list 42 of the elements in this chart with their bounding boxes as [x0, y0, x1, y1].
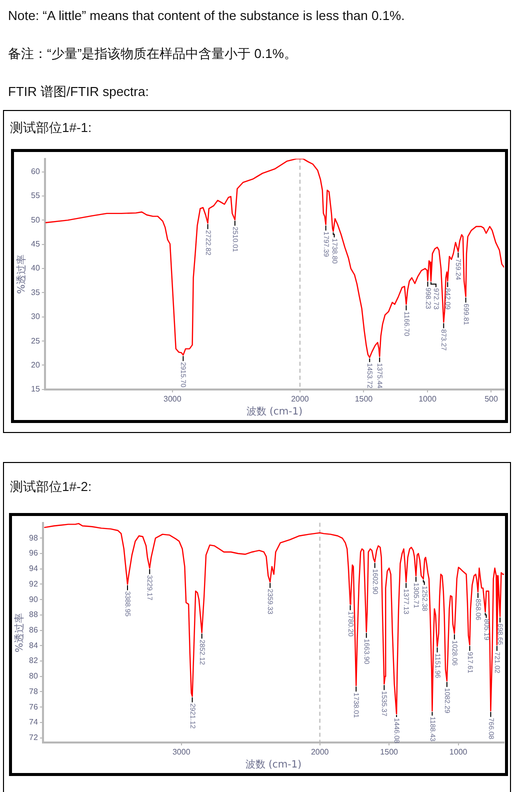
x-tick-label: 2000 — [291, 394, 310, 404]
y-tick-label: 30 — [30, 312, 40, 322]
x-tick-label: 1000 — [418, 394, 437, 404]
x-tick-label: 1500 — [380, 747, 399, 756]
y-tick-label: 55 — [30, 191, 40, 200]
y-tick-label: 92 — [28, 579, 38, 588]
y-tick-label: 40 — [30, 264, 40, 273]
x-tick-label: 1000 — [449, 747, 468, 756]
y-tick-label: 74 — [28, 718, 38, 727]
x-tick-label: 3000 — [172, 747, 191, 756]
y-tick-label: 90 — [28, 594, 38, 604]
y-tick-label: 35 — [30, 288, 40, 297]
chart-title: 测试部位1#-1: — [10, 120, 92, 136]
y-tick-label: 86 — [28, 626, 38, 634]
y-tick-label: 78 — [28, 686, 38, 696]
y-tick-label: 96 — [28, 548, 38, 558]
x-tick-label: 500 — [484, 394, 498, 404]
y-tick-label: 88 — [28, 610, 38, 620]
chart-title: 测试部位1#-2: — [10, 479, 92, 495]
y-tick-label: 15 — [30, 384, 40, 394]
y-tick-label: 80 — [28, 672, 38, 681]
y-tick-label: 45 — [30, 240, 40, 249]
x-axis-title: 波数 (cm-1) — [246, 406, 303, 418]
y-tick-label: 84 — [28, 640, 38, 650]
y-tick-label: 50 — [30, 215, 40, 224]
y-tick-label: 72 — [28, 732, 38, 742]
y-tick-label: 82 — [28, 656, 38, 666]
x-tick-label: 1500 — [354, 394, 374, 404]
text: FTIR 谱图/FTIR spectra: — [8, 84, 149, 100]
y-tick-label: 20 — [30, 360, 40, 370]
x-tick-label: 3000 — [164, 394, 182, 404]
y-tick-label: 76 — [28, 702, 38, 712]
text: 备注：“少量”是指该物质在样品中含量小于 0.1%。 — [8, 46, 297, 62]
text: Note: “A little” means that content of the substance is less than 0.1%. — [8, 8, 405, 24]
x-tick-label: 2000 — [310, 747, 330, 756]
y-tick-label: 98 — [28, 533, 38, 542]
y-tick-label: 25 — [30, 336, 40, 346]
y-axis-title: %透过率 — [16, 254, 28, 294]
y-axis-title: %透过率 — [14, 612, 26, 652]
y-tick-label: 94 — [28, 564, 38, 574]
y-tick-label: 60 — [30, 167, 40, 176]
x-axis-title: 波数 (cm-1) — [245, 758, 302, 771]
